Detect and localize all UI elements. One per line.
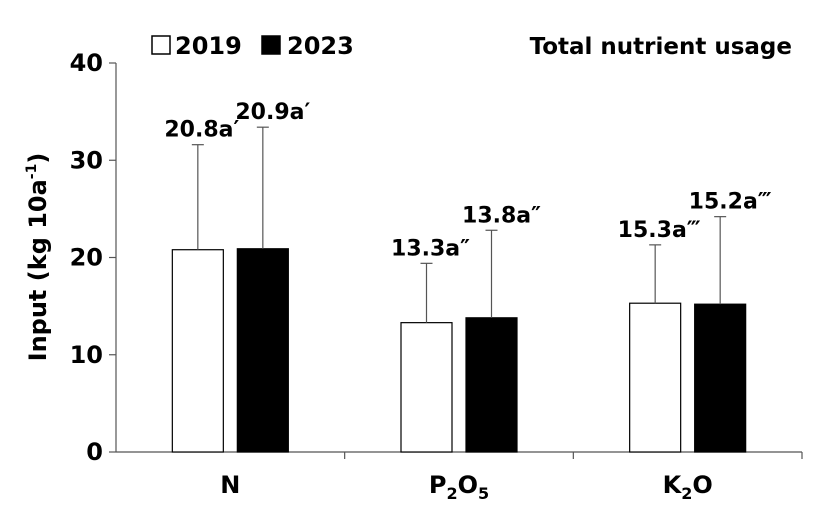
y-tick-label: 40 <box>70 49 103 77</box>
legend-label-2023: 2023 <box>287 32 354 60</box>
legend-swatch-2019 <box>151 35 171 55</box>
bar-2023-1 <box>465 317 518 453</box>
legend-swatch-2023 <box>261 35 281 55</box>
bar-2019-0 <box>171 249 224 453</box>
y-axis-label-close: ) <box>24 153 52 164</box>
category-label-0: N <box>220 471 240 499</box>
chart-title: Total nutrient usage <box>530 34 792 60</box>
y-axis-label-sup: -1 <box>24 164 40 180</box>
y-tick-label: 0 <box>86 438 103 466</box>
data-label-2019-2: 15.3a‴ <box>618 218 701 243</box>
bar-2019-1 <box>400 322 453 453</box>
data-label-2019-1: 13.3a″ <box>391 236 470 261</box>
data-label-2019-0: 20.8a′ <box>164 118 239 143</box>
y-tick-label: 30 <box>70 146 103 174</box>
legend-label-2019: 2019 <box>175 32 242 60</box>
category-label-1: P2O5 <box>429 471 489 503</box>
data-label-2023-2: 15.2a‴ <box>689 190 772 215</box>
y-axis-label: Input (kg 10a-1) <box>24 153 52 362</box>
data-label-2023-0: 20.9a′ <box>235 100 310 125</box>
bar-2019-2 <box>629 302 682 453</box>
y-tick-label: 10 <box>70 341 103 369</box>
category-label-2: K2O <box>663 471 713 503</box>
data-label-2023-1: 13.8a″ <box>462 203 541 228</box>
bar-2023-2 <box>694 303 747 453</box>
y-tick-label: 20 <box>70 244 103 272</box>
y-axis-label-main: Input (kg 10a <box>24 179 52 361</box>
bar-2023-0 <box>236 248 289 453</box>
